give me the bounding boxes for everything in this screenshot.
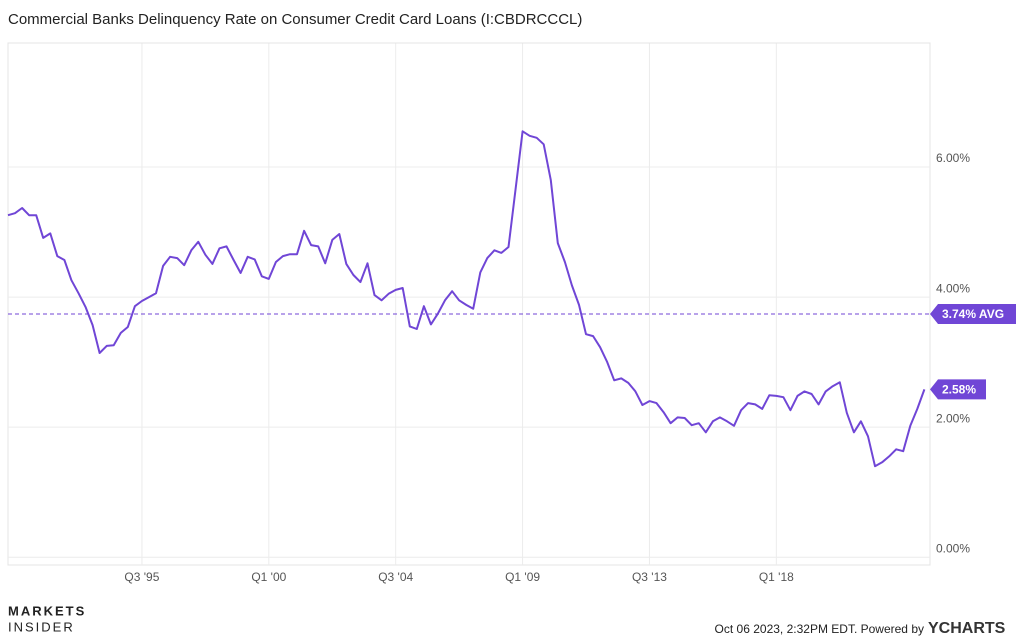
timestamp: Oct 06 2023, 2:32PM EDT. Powered by bbox=[715, 622, 924, 636]
x-tick-label: Q3 '04 bbox=[378, 570, 413, 584]
label-box bbox=[930, 379, 986, 400]
y-tick-label: 2.00% bbox=[936, 411, 970, 425]
label-box bbox=[930, 304, 1016, 325]
x-tick-label: Q1 '09 bbox=[505, 570, 540, 584]
y-tick-label: 0.00% bbox=[936, 541, 970, 555]
x-tick-label: Q1 '18 bbox=[759, 570, 794, 584]
brand: INSIDER bbox=[8, 619, 75, 634]
plot-frame bbox=[7, 42, 931, 566]
line bbox=[7, 130, 926, 468]
x-tick-label: Q1 '00 bbox=[251, 570, 286, 584]
y-tick-label: 6.00% bbox=[936, 151, 970, 165]
x-tick-label: Q3 '13 bbox=[632, 570, 667, 584]
y-tick-label: 4.00% bbox=[936, 281, 970, 295]
x-tick-label: Q3 '95 bbox=[124, 570, 159, 584]
value-label: 2.58% bbox=[942, 383, 976, 397]
value-label: 3.74% AVG bbox=[942, 307, 1004, 321]
provider: YCHARTS bbox=[928, 620, 1006, 637]
brand: MARKETS bbox=[8, 603, 86, 618]
chart-title: Commercial Banks Delinquency Rate on Con… bbox=[8, 11, 582, 28]
